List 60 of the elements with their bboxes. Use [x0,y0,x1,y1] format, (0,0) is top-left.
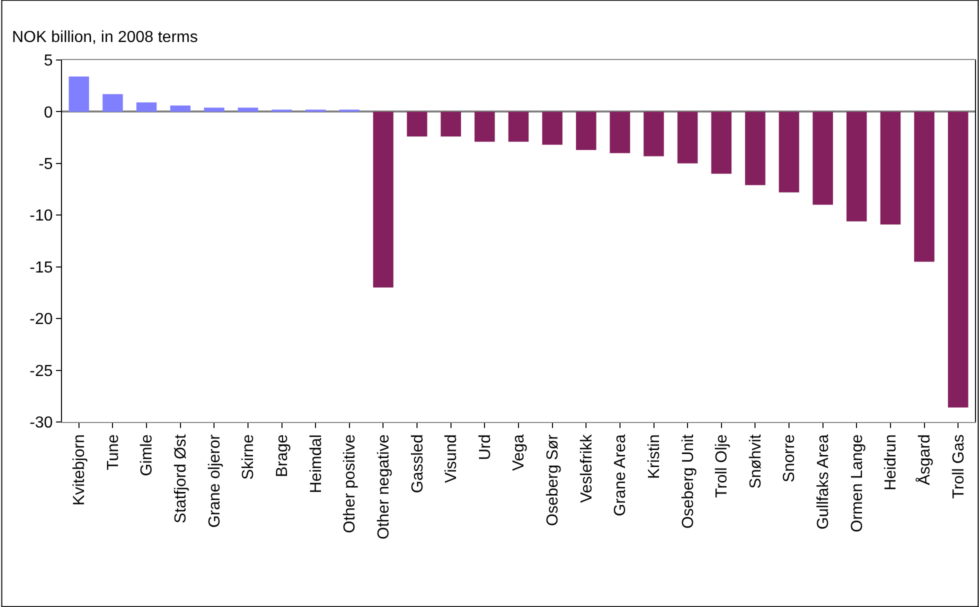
x-tick-label: Snorre [781,434,798,482]
bar [170,106,190,112]
x-tick-label: Oseberg Sør [544,434,562,526]
y-tick-label: -25 [30,362,53,380]
x-tick-label: Kvitebjorn [71,434,88,506]
bar [508,112,529,142]
y-tick-label: -10 [30,208,53,225]
x-tick-label: Heimdal [308,434,325,494]
x-tick-label: Skirne [240,434,258,480]
bar [880,112,901,224]
bar [812,112,833,205]
x-tick-label: Heidrun [882,434,900,490]
bar [406,112,428,137]
x-tick-label: Ormen Lange [848,434,866,532]
x-tick-label: Snøhvit [747,434,764,489]
bar [846,112,867,222]
x-tick-label: Other negative [375,434,392,540]
x-tick-label: Troll Olje [714,434,731,498]
bar [474,112,495,142]
x-tick-label: Visund [443,434,460,484]
x-tick-label: Gimle [138,434,156,476]
bar [440,112,462,137]
bar [238,108,258,112]
bar [610,112,630,154]
x-tick-label: Gassled [409,434,426,494]
x-tick-label: Other positive [342,434,359,534]
x-tick-label: Grane oljeror [206,434,224,528]
bar [778,112,800,192]
y-tick-label: -15 [30,259,53,276]
y-tick-label: -30 [30,414,53,432]
x-tick-label: Grane Area [612,434,630,516]
bar [914,112,934,262]
bar [677,112,698,164]
x-tick-label: Brage [274,434,291,478]
bar [542,112,562,145]
bar [102,94,123,112]
bar [948,112,968,408]
bar [136,102,157,112]
bar [204,108,224,112]
bar [576,112,596,150]
bar [68,76,90,112]
x-tick-label: Kristin [646,434,663,479]
bar [644,112,664,156]
y-tick-label: 5 [44,52,53,70]
x-tick-label: Troll Gas [950,434,968,499]
x-tick-label: Vega [510,434,528,471]
x-tick-label: Urd [476,434,494,460]
bar [745,112,766,186]
y-tick-label: -20 [30,311,53,328]
y-tick-label: -5 [38,156,53,174]
y-tick-label: 0 [44,104,53,122]
x-tick-label: Tune [104,434,122,470]
y-axis-title: NOK billion, in 2008 terms [12,29,198,46]
x-tick-label: Statfjord Øst [172,434,190,524]
x-tick-label: Åsgard [915,434,934,486]
bar [373,112,394,288]
bar [711,112,732,174]
x-tick-label: Veslefrikk [578,433,596,503]
x-tick-label: Gullfaks Area [815,434,832,530]
x-tick-label: Oseberg Unit [680,434,697,529]
